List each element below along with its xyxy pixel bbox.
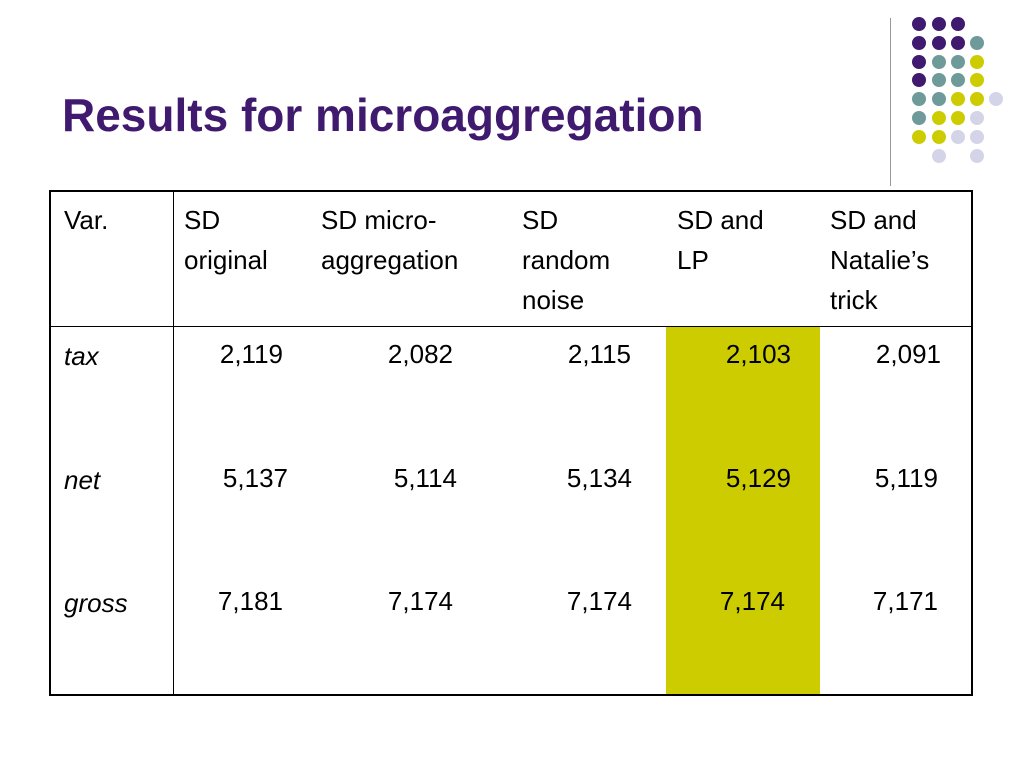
header-var: Var. [64,205,109,235]
dot-yellow-icon [912,130,926,144]
dot-teal-icon [970,36,984,50]
header-sd-random-noise: SD random noise [522,200,610,320]
cell-tax-sd-random-noise: 2,115 [567,339,631,369]
dot-teal-icon [932,73,946,87]
dot-yellow-icon [970,92,984,106]
cell-net-sd-original: 5,137 [222,463,288,493]
header-line: SD and [830,205,917,235]
dot-lavender-icon [932,149,946,163]
dot-yellow-icon [932,111,946,125]
dot-yellow-icon [951,111,965,125]
dot-lavender-icon [970,130,984,144]
dot-lavender-icon [951,130,965,144]
cell-gross-sd-random-noise: 7,174 [566,586,632,616]
dot-teal-icon [932,92,946,106]
header-line: SD and [677,205,764,235]
row-var-tax: tax [64,341,99,371]
dot-teal-icon [932,55,946,69]
slide-title: Results for microaggregation [62,89,704,141]
cell-net-sd-random-noise: 5,134 [566,463,632,493]
dot-yellow-icon [932,130,946,144]
header-line: trick [830,285,878,315]
header-line: SD [184,205,221,235]
dot-yellow-icon [970,55,984,69]
dot-purple-icon [932,17,946,31]
cell-tax-sd-and-natalies-trick: 2,091 [875,339,941,369]
cell-tax-sd-and-lp: 2,103 [725,339,791,369]
header-line: original [184,245,268,275]
decorative-dot-grid-icon [0,0,1024,200]
dot-lavender-icon [970,149,984,163]
divider-line [890,18,891,186]
dot-yellow-icon [951,92,965,106]
header-line: aggregation [321,245,459,275]
header-separator [51,326,971,327]
header-line: LP [677,245,709,275]
cell-tax-sd-microaggregation: 2,082 [387,339,453,369]
dot-lavender-icon [989,92,1003,106]
dot-teal-icon [912,111,926,125]
cell-tax-sd-original: 2,119 [219,339,283,369]
cell-net-sd-microaggregation: 5,114 [393,463,457,493]
highlighted-column-sd-and-lp [666,327,820,694]
header-line: random [522,245,611,275]
dot-teal-icon [951,55,965,69]
dot-yellow-icon [970,73,984,87]
dot-purple-icon [912,73,926,87]
row-var-gross: gross [64,588,128,618]
dot-purple-icon [951,17,965,31]
header-line: SD micro- [321,205,437,235]
header-sd-microaggregation: SD micro- aggregation [321,200,458,280]
var-column-separator [173,192,174,694]
dot-purple-icon [951,36,965,50]
header-line: noise [522,285,585,315]
header-line: Natalie’s [830,245,930,275]
cell-gross-sd-and-natalies-trick: 7,171 [872,586,938,616]
header-line: SD [522,205,559,235]
cell-gross-sd-original: 7,181 [217,586,283,616]
dot-teal-icon [912,92,926,106]
dot-lavender-icon [970,111,984,125]
dot-purple-icon [932,36,946,50]
header-sd-and-lp: SD and LP [677,200,764,280]
cell-gross-sd-microaggregation: 7,174 [387,586,453,616]
row-var-net: net [64,465,101,495]
dot-purple-icon [912,17,926,31]
dot-teal-icon [951,73,965,87]
results-table: Var. SD original SD micro- aggregation S… [49,190,973,696]
header-sd-and-natalies-trick: SD and Natalie’s trick [830,200,929,320]
dot-purple-icon [912,55,926,69]
cell-gross-sd-and-lp: 7,174 [719,586,785,616]
header-sd-original: SD original [184,200,268,280]
cell-net-sd-and-natalies-trick: 5,119 [874,463,938,493]
cell-net-sd-and-lp: 5,129 [725,463,791,493]
dot-purple-icon [912,36,926,50]
